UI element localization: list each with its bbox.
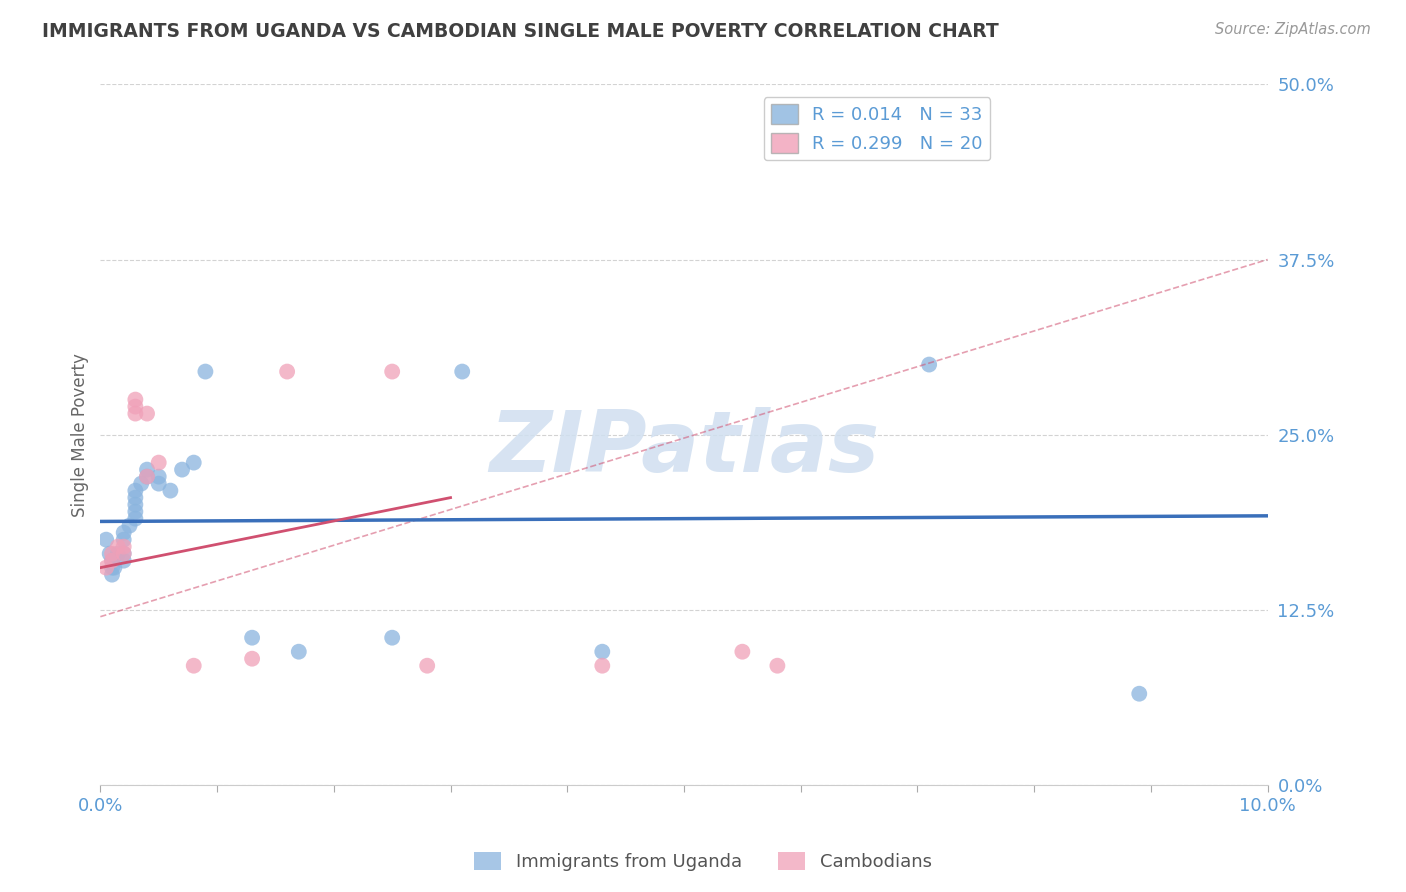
Point bbox=[918, 358, 941, 372]
Legend: R = 0.014   N = 33, R = 0.299   N = 20: R = 0.014 N = 33, R = 0.299 N = 20 bbox=[763, 97, 990, 161]
Point bbox=[101, 554, 124, 568]
Point bbox=[416, 658, 439, 673]
Point bbox=[136, 462, 159, 476]
Point bbox=[98, 547, 121, 561]
Point bbox=[101, 547, 124, 561]
Text: Source: ZipAtlas.com: Source: ZipAtlas.com bbox=[1215, 22, 1371, 37]
Point bbox=[766, 658, 789, 673]
Point bbox=[96, 560, 118, 574]
Point bbox=[118, 518, 141, 533]
Y-axis label: Single Male Poverty: Single Male Poverty bbox=[72, 352, 89, 516]
Point bbox=[136, 469, 159, 483]
Point bbox=[112, 540, 135, 554]
Point bbox=[240, 651, 263, 665]
Point bbox=[124, 491, 146, 505]
Point bbox=[148, 469, 170, 483]
Point bbox=[107, 547, 129, 561]
Text: IMMIGRANTS FROM UGANDA VS CAMBODIAN SINGLE MALE POVERTY CORRELATION CHART: IMMIGRANTS FROM UGANDA VS CAMBODIAN SING… bbox=[42, 22, 998, 41]
Point bbox=[240, 631, 263, 645]
Point bbox=[591, 645, 613, 659]
Point bbox=[288, 645, 311, 659]
Point bbox=[183, 658, 205, 673]
Point bbox=[112, 554, 135, 568]
Point bbox=[136, 469, 159, 483]
Point bbox=[451, 365, 474, 379]
Point bbox=[159, 483, 181, 498]
Text: ZIPatlas: ZIPatlas bbox=[489, 407, 879, 490]
Point bbox=[96, 533, 118, 547]
Point bbox=[101, 567, 124, 582]
Point bbox=[731, 645, 754, 659]
Point bbox=[101, 560, 124, 574]
Point bbox=[124, 400, 146, 414]
Point bbox=[183, 456, 205, 470]
Point bbox=[170, 462, 193, 476]
Point bbox=[101, 554, 124, 568]
Point bbox=[103, 560, 125, 574]
Point bbox=[124, 505, 146, 519]
Point bbox=[112, 547, 135, 561]
Point bbox=[112, 533, 135, 547]
Point bbox=[381, 631, 404, 645]
Point bbox=[112, 525, 135, 540]
Point bbox=[124, 498, 146, 512]
Point bbox=[129, 476, 152, 491]
Point bbox=[112, 547, 135, 561]
Point bbox=[124, 392, 146, 407]
Point bbox=[381, 365, 404, 379]
Legend: Immigrants from Uganda, Cambodians: Immigrants from Uganda, Cambodians bbox=[467, 845, 939, 879]
Point bbox=[276, 365, 298, 379]
Point bbox=[124, 511, 146, 525]
Point bbox=[107, 540, 129, 554]
Point bbox=[148, 456, 170, 470]
Point bbox=[194, 365, 217, 379]
Point bbox=[136, 407, 159, 421]
Point bbox=[1128, 687, 1150, 701]
Point bbox=[124, 483, 146, 498]
Point bbox=[148, 476, 170, 491]
Point bbox=[124, 407, 146, 421]
Point bbox=[591, 658, 613, 673]
